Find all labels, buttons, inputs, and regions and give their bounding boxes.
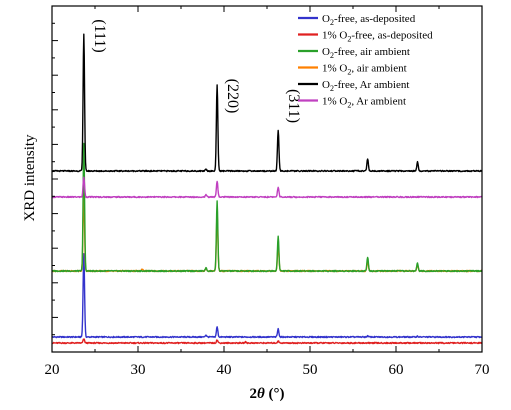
series-line-6 (51, 176, 483, 199)
x-tick-label: 70 (475, 362, 490, 378)
legend-label: O2-free, as-deposited (322, 13, 416, 27)
y-axis-label: XRD intensity (22, 134, 38, 222)
peak-label-layer: (111) (220) (311) (91, 19, 302, 123)
peak-label: (220) (224, 79, 241, 114)
series-line-3 (51, 142, 483, 273)
peak-label: (111) (91, 19, 108, 52)
x-tick-label: 50 (303, 362, 318, 378)
series-layer (51, 33, 483, 345)
x-tick-label: 30 (131, 362, 146, 378)
legend-label: 1% O2, Ar ambient (322, 96, 406, 110)
x-tick-label: 40 (217, 362, 232, 378)
series-line-1 (51, 253, 483, 339)
series-line-4 (51, 190, 483, 273)
series-line-2 (51, 338, 483, 345)
x-axis-label: 2θ (°) (249, 386, 284, 402)
x-tick-label: 60 (389, 362, 404, 378)
legend-label: O2-free, Ar ambient (322, 79, 409, 93)
x-tick-label: 20 (45, 362, 60, 378)
plot-frame (51, 5, 483, 353)
series-line-5 (51, 33, 483, 173)
tick-layer: 20 30 40 50 60 70 (45, 5, 490, 378)
legend: O2-free, as-deposited 1% O2-free, as-depo… (298, 13, 433, 110)
legend-label: 1% O2, air ambient (322, 63, 407, 77)
legend-label: O2-free, air ambient (322, 46, 410, 60)
legend-label: 1% O2-free, as-deposited (322, 30, 433, 44)
peak-label: (311) (285, 89, 302, 123)
